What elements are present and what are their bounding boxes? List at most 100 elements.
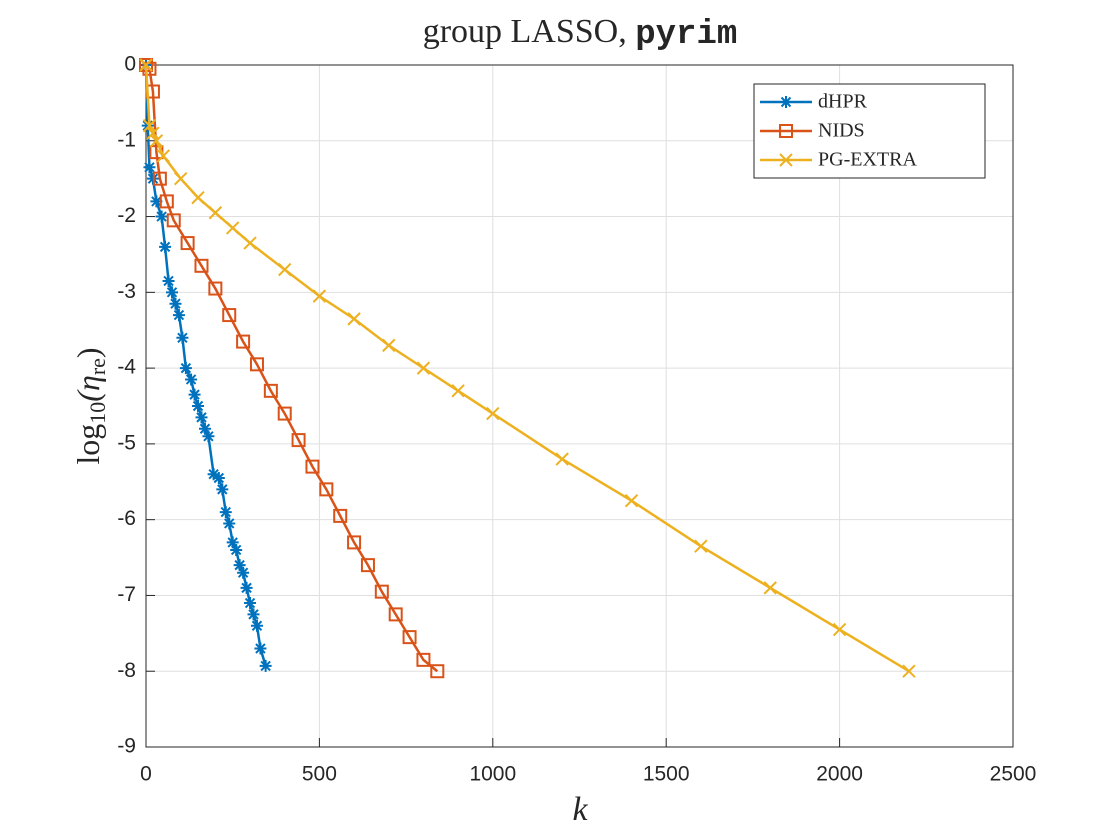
- marker: [146, 126, 160, 140]
- marker: [219, 506, 232, 519]
- marker: [780, 96, 792, 108]
- marker: [416, 361, 431, 375]
- marker: [155, 210, 168, 223]
- axes-box: [145, 64, 1014, 748]
- marker: [143, 161, 156, 174]
- x-tick-label: 500: [302, 763, 337, 786]
- marker: [185, 373, 198, 386]
- marker: [159, 240, 172, 253]
- marker: [278, 262, 292, 277]
- y-tick-label: -8: [117, 659, 136, 682]
- marker: [191, 190, 205, 205]
- marker: [149, 134, 164, 148]
- marker: [194, 258, 209, 273]
- marker: [254, 642, 267, 655]
- plot-area: [146, 65, 1013, 747]
- marker: [139, 58, 153, 72]
- marker: [176, 331, 189, 344]
- marker: [223, 517, 236, 530]
- marker: [902, 664, 916, 678]
- title-code: pyrim: [635, 16, 737, 54]
- legend-label: dHPR: [818, 91, 868, 113]
- marker: [832, 622, 847, 637]
- title-text: group LASSO,: [423, 13, 627, 50]
- marker: [152, 171, 167, 186]
- marker: [486, 406, 500, 421]
- y-tick-label: -4: [117, 356, 136, 379]
- marker: [347, 312, 361, 326]
- marker: [216, 483, 229, 496]
- y-tick-label: -3: [117, 280, 136, 303]
- marker: [222, 308, 237, 323]
- marker: [333, 508, 348, 523]
- marker: [166, 286, 179, 299]
- x-axis-label: k: [572, 791, 588, 828]
- marker: [179, 362, 192, 375]
- marker: [243, 236, 257, 250]
- marker: [382, 338, 396, 353]
- marker: [247, 608, 260, 621]
- marker: [240, 581, 253, 594]
- marker: [319, 482, 334, 497]
- marker: [263, 383, 278, 398]
- marker: [225, 221, 240, 235]
- series-line: [144, 64, 267, 667]
- legend: dHPR NIDS PG-EXTRA: [753, 83, 986, 179]
- x-tick-label: 1500: [643, 763, 690, 786]
- marker: [416, 652, 431, 667]
- y-tick-label: -9: [117, 735, 136, 758]
- y-label-part: ): [70, 347, 106, 358]
- legend-label: PG-EXTRA: [818, 149, 917, 171]
- marker: [291, 433, 306, 448]
- marker: [624, 494, 639, 508]
- y-label-part: (η: [70, 375, 106, 402]
- x-tick-label: 1000: [469, 763, 516, 786]
- marker: [212, 471, 225, 484]
- marker: [250, 619, 263, 632]
- chart-title: group LASSO, pyrim: [423, 13, 738, 54]
- y-tick-label: 0: [124, 53, 136, 76]
- marker: [142, 118, 157, 133]
- y-label-part: 10: [85, 402, 110, 424]
- marker: [172, 309, 185, 322]
- marker: [233, 559, 246, 572]
- marker: [388, 607, 403, 622]
- marker: [159, 194, 174, 209]
- marker: [555, 452, 569, 466]
- marker: [169, 297, 182, 310]
- marker: [162, 274, 175, 287]
- marker: [259, 659, 272, 672]
- marker: [141, 119, 154, 132]
- marker: [451, 384, 465, 398]
- marker: [150, 195, 163, 208]
- marker: [202, 430, 215, 443]
- marker: [237, 566, 250, 579]
- marker: [156, 149, 171, 163]
- x-tick-label: 0: [140, 763, 152, 786]
- marker: [779, 153, 793, 167]
- y-axis-label: log10(ηre): [70, 347, 110, 464]
- marker: [779, 124, 793, 138]
- marker: [763, 581, 777, 595]
- marker: [694, 539, 708, 553]
- marker: [305, 459, 320, 474]
- marker: [312, 289, 327, 303]
- marker: [173, 171, 188, 186]
- marker: [430, 664, 445, 679]
- y-tick-label: -6: [117, 507, 136, 530]
- y-tick-label: -5: [117, 431, 136, 454]
- y-tick-label: -1: [117, 128, 136, 151]
- marker: [208, 281, 223, 296]
- marker: [374, 584, 389, 599]
- marker: [277, 406, 292, 421]
- y-label-part: re: [85, 358, 110, 375]
- marker: [188, 388, 201, 401]
- marker: [249, 357, 264, 372]
- y-tick-label: -7: [117, 583, 136, 606]
- y-tick-label: -2: [117, 204, 136, 227]
- marker: [244, 597, 257, 610]
- series-line: [145, 64, 439, 673]
- y-label-part: log: [70, 424, 106, 465]
- marker: [198, 422, 211, 435]
